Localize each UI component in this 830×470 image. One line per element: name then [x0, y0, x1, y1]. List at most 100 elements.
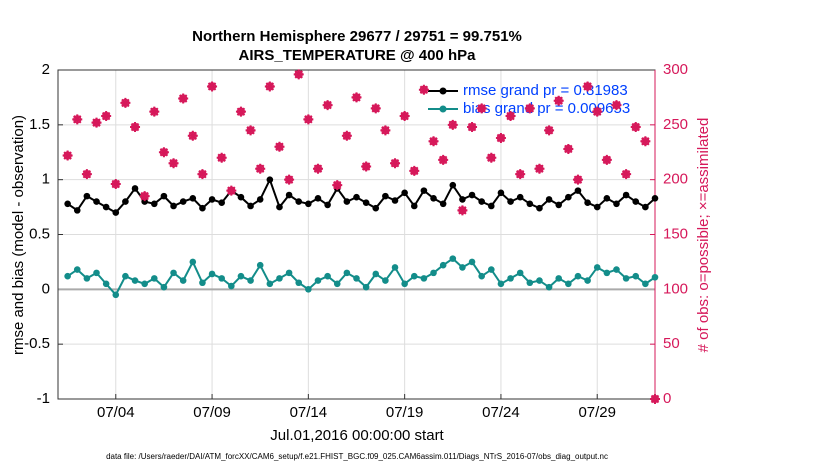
- obs-assimilated: [515, 169, 526, 180]
- obs-assimilated: [467, 122, 478, 133]
- obs-assimilated: [120, 97, 131, 108]
- y-tick-label: 2: [42, 61, 50, 78]
- series-marker: [449, 255, 457, 262]
- legend-label: bias grand pr = 0.009653: [463, 100, 630, 117]
- obs-assimilated: [168, 158, 179, 169]
- obs-count-marker: [457, 205, 468, 216]
- series-marker: [430, 269, 437, 277]
- series-marker: [545, 196, 553, 203]
- legend-marker: [439, 105, 447, 113]
- obs-assimilated: [81, 169, 92, 180]
- obs-count-marker: [409, 165, 420, 176]
- series-marker: [150, 200, 158, 208]
- series-marker: [343, 198, 351, 205]
- obs-count-marker: [101, 111, 112, 122]
- obs-count-marker: [149, 106, 160, 117]
- x-tick-label: 07/04: [97, 404, 135, 421]
- obs-count-marker: [255, 163, 266, 174]
- footnote: data file: /Users/raeder/DAI/ATM_forcXX/…: [106, 452, 608, 461]
- series-marker: [333, 280, 341, 288]
- series-marker: [285, 191, 293, 199]
- obs-assimilated: [187, 130, 198, 141]
- obs-count-marker: [505, 111, 516, 122]
- series-marker: [603, 195, 611, 202]
- obs-count-marker: [495, 132, 506, 143]
- obs-count-marker: [139, 191, 150, 202]
- series-marker: [189, 195, 197, 202]
- series-marker: [122, 272, 129, 280]
- y2-tick-label: 100: [663, 280, 688, 297]
- obs-assimilated: [563, 143, 574, 154]
- obs-count-marker: [120, 97, 131, 108]
- obs-count-marker: [158, 147, 169, 158]
- obs-count-marker: [524, 103, 535, 114]
- obs-count-marker: [572, 174, 583, 185]
- series-marker: [208, 196, 216, 203]
- series-marker: [189, 258, 197, 266]
- series-marker: [324, 201, 331, 209]
- obs-count-marker: [428, 136, 439, 147]
- obs-assimilated: [409, 165, 420, 176]
- series-marker: [122, 198, 129, 205]
- series-marker: [478, 198, 485, 205]
- series-marker: [516, 193, 524, 201]
- chart-subtitle: AIRS_TEMPERATURE @ 400 hPa: [239, 47, 477, 64]
- series-marker: [642, 280, 649, 288]
- obs-assimilated: [650, 394, 660, 404]
- series-marker: [102, 203, 110, 211]
- series-marker: [247, 202, 254, 210]
- obs-assimilated: [601, 154, 612, 165]
- series-marker: [218, 275, 225, 282]
- series-marker: [526, 200, 534, 208]
- obs-count-marker: [621, 169, 632, 180]
- obs-count-marker: [81, 169, 92, 180]
- obs-count-marker: [390, 158, 401, 169]
- obs-assimilated: [255, 163, 266, 174]
- obs-assimilated: [91, 117, 102, 128]
- obs-count-marker: [322, 100, 333, 111]
- obs-assimilated: [544, 125, 555, 136]
- series-marker: [93, 269, 100, 277]
- obs-assimilated: [447, 119, 458, 130]
- series-marker: [353, 275, 360, 282]
- obs-assimilated: [62, 150, 73, 161]
- series-marker: [305, 200, 312, 208]
- obs-count-marker: [467, 122, 478, 133]
- series-marker: [410, 202, 418, 210]
- obs-assimilated: [351, 92, 362, 103]
- obs-assimilated: [130, 122, 141, 133]
- series-marker: [208, 270, 216, 278]
- obs-count-marker: [640, 136, 651, 147]
- series-marker: [199, 279, 206, 287]
- y-tick-label: -0.5: [24, 335, 50, 352]
- obs-assimilated: [245, 125, 256, 136]
- obs-count-marker: [235, 106, 246, 117]
- series-marker: [64, 272, 71, 280]
- series-marker: [565, 193, 572, 201]
- obs-assimilated: [158, 147, 169, 158]
- series-marker: [507, 198, 514, 205]
- obs-count-marker: [110, 179, 121, 190]
- obs-count-marker: [274, 141, 285, 152]
- obs-count-marker: [303, 114, 314, 125]
- obs-assimilated: [399, 111, 410, 122]
- series-marker: [507, 275, 514, 282]
- obs-assimilated: [486, 152, 497, 163]
- series-marker: [574, 272, 582, 280]
- series-marker: [622, 191, 630, 199]
- series-marker: [391, 264, 399, 271]
- series-marker: [276, 203, 283, 211]
- y-tick-label: -1: [37, 390, 50, 407]
- series-marker: [218, 199, 225, 206]
- obs-count-marker: [515, 169, 526, 180]
- y-tick-label: 0.5: [29, 225, 50, 242]
- series-marker: [401, 280, 408, 288]
- chart-title: Northern Hemisphere 29677 / 29751 = 99.7…: [192, 28, 522, 45]
- obs-count-marker: [264, 81, 275, 92]
- series-marker: [131, 277, 139, 284]
- x-tick-label: 07/14: [290, 404, 328, 421]
- obs-assimilated: [264, 81, 275, 92]
- series-marker: [179, 277, 187, 284]
- obs-count-marker: [601, 154, 612, 165]
